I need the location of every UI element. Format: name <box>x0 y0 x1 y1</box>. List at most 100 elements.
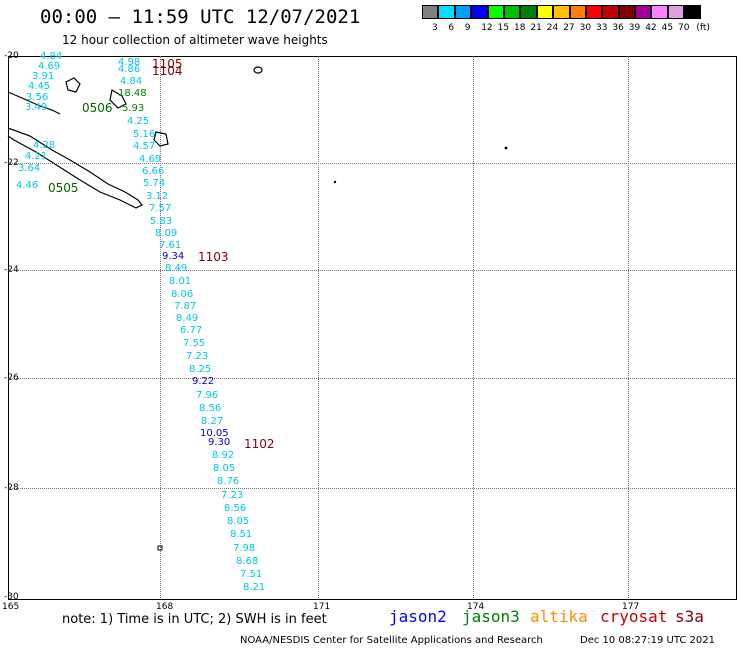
legend-swatch <box>422 5 439 19</box>
wave-height-label: 7.98 <box>233 543 256 554</box>
legend-label: 70 <box>678 23 690 33</box>
legend-swatch <box>553 5 570 19</box>
wave-height-label: 3.56 <box>26 92 49 103</box>
wave-height-label: 3.64 <box>18 163 41 174</box>
wave-height-label: 4.21 <box>25 151 48 162</box>
legend-label: 42 <box>645 23 657 33</box>
legend-swatch <box>602 5 619 19</box>
wave-height-label: 8.27 <box>201 416 224 427</box>
grid-line-lat-22 <box>8 163 735 164</box>
sat-jason3-label: jason3 <box>462 607 520 626</box>
sat-altika-label: altika <box>530 607 588 626</box>
wave-height-label: 7.96 <box>196 390 219 401</box>
track-id-label: 1103 <box>198 250 229 264</box>
wave-height-label: 7.87 <box>174 301 197 312</box>
wave-height-label: 3.12 <box>146 191 169 202</box>
lat-label: -24 <box>4 265 19 275</box>
grid-line-lon-174 <box>473 56 474 598</box>
wave-height-label: 5.74 <box>143 178 166 189</box>
track-id-label: 1104 <box>152 64 183 78</box>
track-id-label: 1102 <box>244 437 275 451</box>
footer-credit: NOAA/NESDIS Center for Satellite Applica… <box>240 635 543 646</box>
wave-height-label: 7.55 <box>183 338 206 349</box>
wave-height-label: 7.61 <box>159 240 182 251</box>
sat-s3a-label: s3a <box>675 607 704 626</box>
track-id-label: 0505 <box>48 181 79 195</box>
legend-label: 33 <box>596 23 608 33</box>
wave-height-label: 4.84 <box>40 51 63 62</box>
legend-swatch <box>635 5 652 19</box>
lon-label: 177 <box>622 602 640 612</box>
wave-height-label: 3.49 <box>25 102 48 113</box>
wave-height-label: 5.83 <box>150 216 173 227</box>
map-subtitle: 12 hour collection of altimeter wave hei… <box>62 33 328 47</box>
wave-height-label: 4.57 <box>133 141 156 152</box>
grid-line-lat-28 <box>8 488 735 489</box>
legend-label: 15 <box>497 23 510 33</box>
legend-labels: 3 6 9 12 15 18 21 24 27 30 33 36 39 42 45 70 (ft) <box>422 23 740 35</box>
legend-label: 24 <box>546 23 559 33</box>
wave-height-label: 8.21 <box>243 582 266 593</box>
wave-height-label: 6.66 <box>142 166 165 177</box>
legend-swatch <box>536 5 554 19</box>
legend-label: 30 <box>579 23 592 33</box>
wave-height-label: 8.05 <box>213 463 236 474</box>
legend-label: 18 <box>514 23 526 33</box>
wave-height-label: 4.46 <box>16 180 39 191</box>
wave-height-label: 8.68 <box>236 556 259 567</box>
wave-height-label: 4.69 <box>38 61 61 72</box>
legend-label: 39 <box>628 23 641 33</box>
grid-line-lon-177 <box>628 56 629 598</box>
lat-label: -26 <box>4 373 19 383</box>
wave-height-label: 18.48 <box>118 88 147 99</box>
wave-height-label: 4.25 <box>127 116 150 127</box>
map-title: 00:00 – 11:59 UTC 12/07/2021 <box>40 6 361 28</box>
wave-height-label: 4.45 <box>28 81 51 92</box>
footer-date: Dec 10 08:27:19 UTC 2021 <box>580 635 715 646</box>
lon-label: 171 <box>313 602 331 612</box>
legend-label: 21 <box>530 23 542 33</box>
legend-swatch <box>438 5 455 19</box>
sat-cryosat-label: cryosat <box>600 607 668 626</box>
legend-swatch <box>520 5 537 19</box>
legend-label: 27 <box>563 23 575 33</box>
legend-label: 12 <box>481 23 493 33</box>
track-id-label: 0506 <box>82 101 113 115</box>
legend-swatch <box>454 5 472 19</box>
legend-swatch <box>618 5 636 19</box>
wave-height-label: 6.77 <box>180 325 203 336</box>
legend-swatch <box>471 5 488 19</box>
grid-line-lat-26 <box>8 378 735 379</box>
wave-height-label: 7.51 <box>240 569 263 580</box>
wave-height-label: 8.25 <box>189 364 212 375</box>
wave-height-label: 8.76 <box>217 476 240 487</box>
wave-height-label: 8.05 <box>227 516 250 527</box>
wave-height-label: 4.84 <box>120 76 143 87</box>
track-id-label: 1105 <box>152 57 183 71</box>
wave-height-label: 10.05 <box>200 428 229 439</box>
lat-label: -20 <box>4 51 19 61</box>
legend-label: (ft) <box>696 23 710 33</box>
lat-label: -22 <box>4 158 19 168</box>
color-legend <box>422 5 701 19</box>
legend-swatch <box>684 5 701 19</box>
wave-height-label: 8.06 <box>171 289 194 300</box>
wave-height-label: 3.91 <box>32 71 55 82</box>
wave-height-label: 5.16 <box>133 129 156 140</box>
wave-height-label: 8.92 <box>212 450 235 461</box>
grid-line-lon-168 <box>160 56 161 598</box>
sat-jason2-label: jason2 <box>389 607 447 626</box>
legend-label: 6 <box>448 23 455 33</box>
wave-height-label: 4.86 <box>118 64 141 75</box>
lat-label: -30 <box>4 592 19 602</box>
wave-height-label: 9.30 <box>208 437 231 448</box>
wave-height-label: 8.49 <box>165 263 188 274</box>
wave-height-label: 7.23 <box>221 490 244 501</box>
wave-height-label: 7.57 <box>149 203 172 214</box>
wave-height-label: 4.98 <box>118 57 141 68</box>
wave-height-label: 5.93 <box>122 103 145 114</box>
wave-height-label: 4.28 <box>33 140 56 151</box>
wave-height-label: 8.01 <box>169 276 192 287</box>
lon-label: 165 <box>2 602 20 612</box>
